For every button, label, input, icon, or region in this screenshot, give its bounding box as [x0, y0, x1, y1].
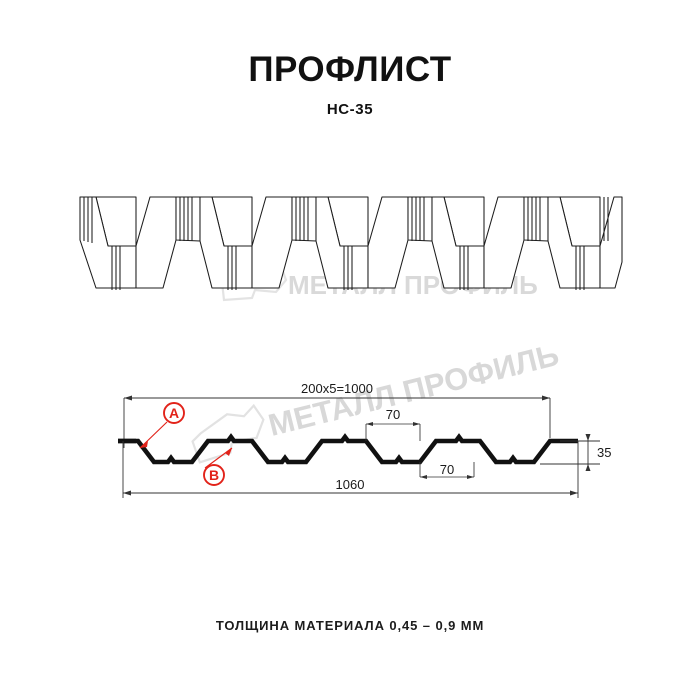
- product-model-subtitle: НС-35: [326, 100, 374, 118]
- corrugated-sheet-3d: [79, 196, 623, 290]
- callout-a: A: [139, 402, 185, 449]
- cross-section-view: МЕТАЛЛ ПРОФИЛЬ 200x5=1000: [0, 340, 700, 515]
- dimension-valley-width-label: 70: [440, 462, 454, 477]
- material-thickness-caption: ТОЛЩИНА МАТЕРИАЛА 0,45 – 0,9 ММ: [215, 618, 485, 633]
- callout-b-circle: [203, 464, 225, 486]
- profile-outline: [118, 433, 578, 465]
- dimension-overall-width: [122, 441, 579, 498]
- dimension-pitch-total-label: 200x5=1000: [301, 381, 373, 396]
- callout-b: B: [203, 447, 233, 486]
- dimension-pitch-total: [123, 395, 551, 448]
- dimension-top-flange-label: 70: [386, 407, 400, 422]
- title-block: ПРОФЛИСТ НС-35: [0, 50, 700, 118]
- isometric-sheet-view: МЕТАЛЛ ПРОФИЛЬ: [0, 170, 700, 330]
- dimension-height-label: 35: [597, 445, 611, 460]
- watermark-lower: МЕТАЛЛ ПРОФИЛЬ: [191, 340, 562, 464]
- callout-a-label: A: [169, 405, 179, 421]
- dimension-valley-width: [419, 462, 475, 479]
- callout-b-label: B: [209, 467, 219, 483]
- dimension-overall-width-label: 1060: [336, 477, 365, 492]
- dimension-height: [540, 434, 600, 471]
- callout-a-circle: [163, 402, 185, 424]
- page-title: ПРОФЛИСТ: [248, 50, 452, 89]
- dimension-top-flange: [365, 422, 421, 441]
